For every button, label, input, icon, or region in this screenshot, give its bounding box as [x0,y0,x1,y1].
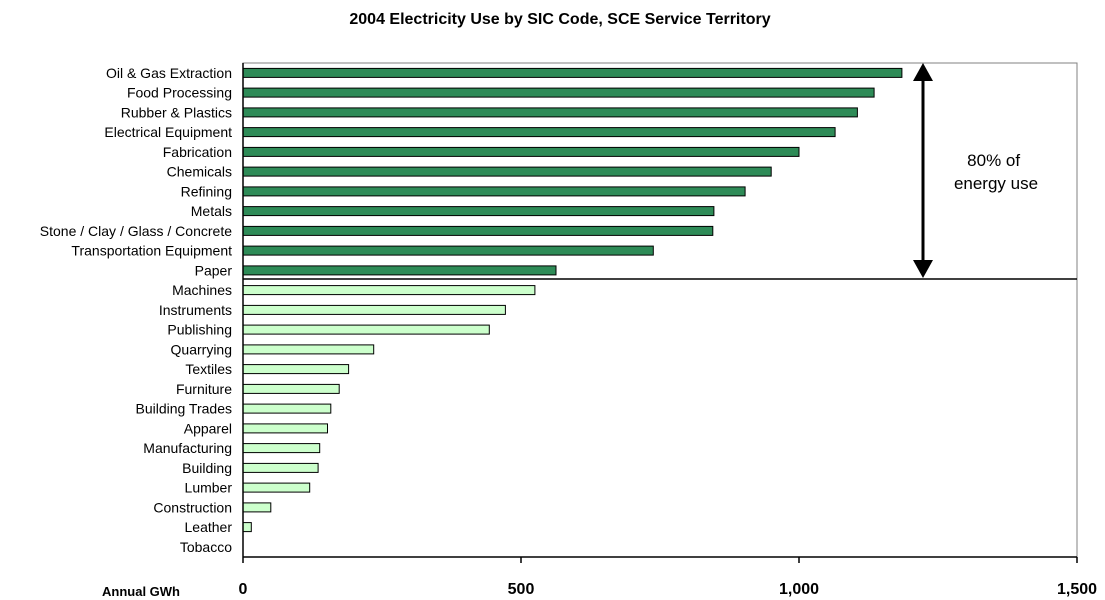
category-label: Textiles [185,361,232,377]
category-label: Publishing [167,322,232,338]
category-label: Building Trades [135,401,232,417]
category-label: Oil & Gas Extraction [106,65,232,81]
x-tick-label: 1,500 [1057,581,1097,598]
x-tick-label: 1,000 [779,581,819,598]
category-label: Refining [181,183,232,199]
category-label: Transportation Equipment [71,243,232,259]
bar [242,225,714,236]
x-tick-label: 500 [508,581,535,598]
bar [242,462,319,473]
bar [242,107,858,118]
category-label: Apparel [184,420,232,436]
x-axis-ticks: 0 500 1,000 1,500 [239,557,1097,598]
bar [242,285,536,296]
category-label: Stone / Clay / Glass / Concrete [40,223,232,239]
category-label: Manufacturing [143,440,232,456]
bar [242,186,746,197]
x-axis-title: Annual GWh [102,584,180,599]
chart-title: 2004 Electricity Use by SIC Code, SCE Se… [349,11,770,28]
x-tick-label: 0 [239,581,248,598]
bar [242,364,350,375]
annotation-arrow [913,63,933,278]
category-label: Instruments [159,302,232,318]
bar [242,482,311,493]
bar [242,206,715,217]
category-label: Electrical Equipment [104,124,232,140]
category-label: Machines [172,282,232,298]
category-label: Building [182,460,232,476]
category-label: Furniture [176,381,232,397]
category-label: Food Processing [127,85,232,101]
category-label: Paper [195,262,233,278]
bar [242,146,800,157]
annotation-text: 80% of energy use [954,151,1038,193]
category-label: Leather [185,519,233,535]
bar [242,67,903,78]
bar [242,304,506,315]
bar [242,502,272,513]
bar [242,87,875,98]
category-label: Tobacco [180,539,232,555]
category-label: Quarrying [171,341,232,357]
bar [242,324,490,335]
annotation-line-1: 80% of [967,151,1020,170]
category-label: Lumber [185,480,233,496]
bar [242,344,375,355]
category-label: Metals [191,203,232,219]
bar [242,522,252,533]
category-labels: Oil & Gas Extraction Food Processing Rubbe… [40,65,233,555]
category-label: Fabrication [163,144,232,160]
bars [242,67,903,533]
bar [242,265,557,276]
bar [242,443,321,454]
category-label: Chemicals [167,164,232,180]
annotation-line-2: energy use [954,174,1038,193]
bar [242,423,328,434]
bar [242,127,836,138]
bar [242,245,654,256]
category-label: Rubber & Plastics [121,104,232,120]
category-label: Construction [153,499,232,515]
bar [242,403,332,414]
bar [242,166,772,177]
bar [242,383,340,394]
